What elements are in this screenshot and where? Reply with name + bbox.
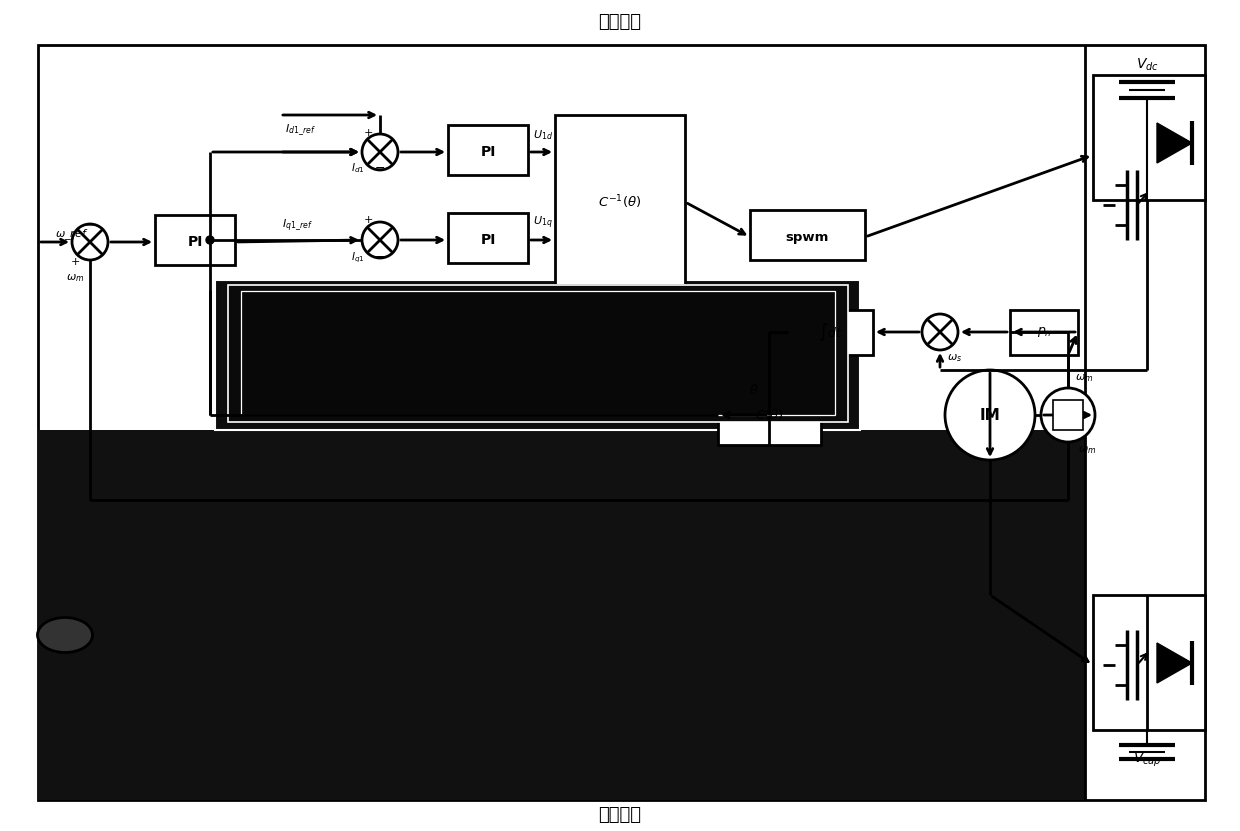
Text: $\theta$: $\theta$ <box>749 383 759 397</box>
Bar <box>787 310 873 355</box>
Bar <box>155 215 236 265</box>
Text: −: − <box>374 161 386 175</box>
Bar <box>38 430 1085 800</box>
Text: $C^{-1}(\theta)$: $C^{-1}(\theta)$ <box>598 193 642 211</box>
Text: $\omega_m$: $\omega_m$ <box>66 272 84 284</box>
Bar <box>215 280 861 430</box>
Circle shape <box>206 236 215 244</box>
Bar <box>1011 310 1078 355</box>
Text: $\omega\_ref$: $\omega\_ref$ <box>55 228 88 243</box>
Bar <box>1092 595 1205 730</box>
Circle shape <box>923 314 959 350</box>
Ellipse shape <box>37 617 93 652</box>
Text: $p_n$: $p_n$ <box>1037 325 1052 339</box>
Text: $V_{dc}$: $V_{dc}$ <box>1136 57 1158 73</box>
Text: 辅逆变器: 辅逆变器 <box>599 806 641 824</box>
Text: $\omega_m$: $\omega_m$ <box>1078 444 1096 456</box>
Text: +: + <box>363 215 373 225</box>
Text: $V_{cap}$: $V_{cap}$ <box>1132 751 1162 770</box>
Circle shape <box>362 134 398 170</box>
Text: $I_{d1\_ref}$: $I_{d1\_ref}$ <box>285 122 316 138</box>
Circle shape <box>72 224 108 260</box>
Text: $\omega_s$: $\omega_s$ <box>947 352 962 364</box>
Polygon shape <box>1157 123 1192 163</box>
Text: $U_{1d}$: $U_{1d}$ <box>533 128 553 142</box>
Circle shape <box>1042 388 1095 442</box>
Bar <box>448 125 528 175</box>
Bar <box>1092 75 1205 200</box>
Text: $C(\theta)$: $C(\theta)$ <box>755 407 784 422</box>
Polygon shape <box>1157 643 1192 683</box>
Text: $\omega_m$: $\omega_m$ <box>1075 372 1094 384</box>
Text: PI: PI <box>480 233 496 247</box>
Circle shape <box>945 370 1035 460</box>
Text: +: + <box>71 257 79 267</box>
Text: PI: PI <box>187 235 202 249</box>
Text: $I_{q1}$: $I_{q1}$ <box>351 251 365 265</box>
Text: $I_{q1\_ref}$: $I_{q1\_ref}$ <box>281 217 312 233</box>
Text: IM: IM <box>980 407 1001 422</box>
Bar <box>241 291 835 415</box>
Text: spwm: spwm <box>785 230 828 243</box>
Circle shape <box>362 222 398 258</box>
Text: PI: PI <box>480 145 496 159</box>
Text: $\int dt$: $\int dt$ <box>818 321 842 343</box>
Text: −: − <box>84 219 95 232</box>
Bar <box>448 213 528 263</box>
Text: +: + <box>363 128 373 138</box>
Bar <box>1053 400 1083 430</box>
Text: $U_{1q}$: $U_{1q}$ <box>533 214 553 231</box>
Bar <box>750 210 866 260</box>
Text: −: − <box>374 250 386 263</box>
Bar <box>556 115 684 285</box>
Bar <box>228 285 848 422</box>
Text: 主逆变器: 主逆变器 <box>599 13 641 31</box>
Text: $I_{d1}$: $I_{d1}$ <box>351 161 365 175</box>
Bar <box>718 385 821 445</box>
